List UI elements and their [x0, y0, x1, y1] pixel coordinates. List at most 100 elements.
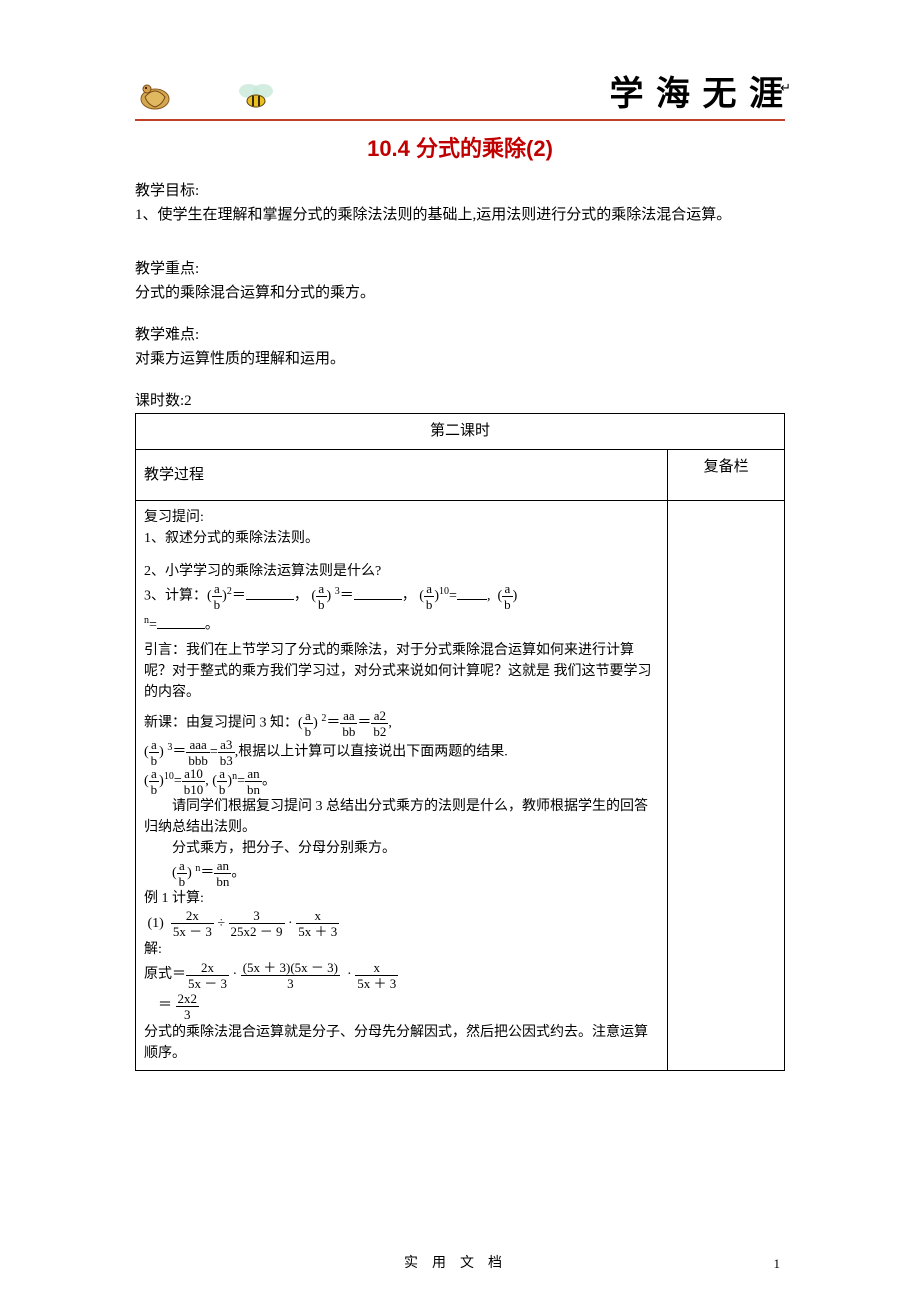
frac-num: a — [217, 767, 228, 782]
bee-icon — [235, 77, 277, 113]
frac-den: 25x2 － 9 — [229, 924, 285, 938]
frac-s1-1: 2x5x － 3 — [186, 961, 229, 990]
frac-den: b10 — [182, 782, 206, 796]
dot-sign: · — [347, 967, 352, 982]
header: 学 海 无 涯 ↵ — [135, 60, 785, 115]
frac-s1-3: x5x ＋ 3 — [355, 961, 398, 990]
frac-num: a — [316, 582, 327, 597]
solve-label: 解: — [144, 939, 659, 960]
frac-num: a — [502, 582, 513, 597]
remark-label-cell: 复备栏 — [668, 449, 785, 501]
table-row: 第二课时 — [136, 414, 785, 450]
frac-den: bbb — [186, 753, 210, 767]
frac-den: 5x － 3 — [186, 976, 229, 990]
frac-result: 2x23 — [176, 992, 200, 1021]
frac-num: a — [149, 767, 160, 782]
review-item-3: 3、计算：(ab)2＝， (ab) 3＝， (ab)10=, (ab) n=。 — [144, 582, 659, 640]
keypoint-text: 分式的乘除混合运算和分式的乘方。 — [135, 281, 785, 305]
sup-n: n — [232, 771, 237, 782]
frac-ab: ab — [502, 582, 513, 611]
paren: ) — [313, 715, 318, 730]
sup-10: 10 — [164, 771, 174, 782]
example-label: 例 1 计算: — [144, 888, 659, 909]
frac-den: b — [217, 782, 228, 796]
frac-num: (5x ＋ 3)(5x － 3) — [241, 961, 340, 976]
frac-s1-2: (5x ＋ 3)(5x － 3)3 — [241, 961, 340, 990]
dot-sign: · — [233, 967, 238, 982]
frac-ab: ab — [149, 767, 160, 796]
page: 学 海 无 涯 ↵ 10.4 分式的乘除(2) 教学目标: 1、使学生在理解和掌… — [0, 0, 920, 1302]
keypoint-block: 教学重点: 分式的乘除混合运算和分式的乘方。 — [135, 257, 785, 305]
eq: ＝ — [172, 744, 186, 759]
goals-label: 教学目标: — [135, 179, 785, 203]
header-calligraphy: 学 海 无 涯 — [610, 66, 786, 115]
lesson-table: 第二课时 教学过程 复备栏 复习提问: 1、叙述分式的乘除法法则。 2、小学学习… — [135, 413, 785, 1071]
frac-num: a — [303, 709, 314, 724]
frac-den: bb — [340, 724, 357, 738]
difficulty-label: 教学难点: — [135, 323, 785, 347]
remark-cell — [668, 501, 785, 1071]
blank — [354, 586, 402, 600]
frac-num: aaa — [186, 738, 210, 753]
solve-step-1: 原式＝2x5x － 3 · (5x ＋ 3)(5x － 3)3 · x5x ＋ … — [144, 960, 659, 991]
frac-den: b — [316, 597, 327, 611]
ex1-prefix: (1) — [148, 916, 164, 931]
frac-num: a — [424, 582, 435, 597]
frac-ab: ab — [424, 582, 435, 611]
frac-den: b — [149, 782, 160, 796]
blank — [157, 615, 205, 629]
comma: ， — [402, 589, 416, 604]
frac-aa-bb: aabb — [340, 709, 357, 738]
frac-den: b — [177, 874, 188, 888]
frac-num: a — [149, 738, 160, 753]
frac-den: b2 — [371, 724, 388, 738]
frac-num: a3 — [218, 738, 235, 753]
eq: ＝ — [232, 589, 246, 604]
frac-num: aa — [340, 709, 357, 724]
deriv2-suffix: ,根据以上计算可以直接说出下面两题的结果. — [235, 744, 508, 759]
eq: ＝ — [340, 589, 354, 604]
doc-title: 10.4 分式的乘除(2) — [135, 131, 785, 163]
frac-e1-2: 325x2 － 9 — [229, 909, 285, 938]
frac-den: b — [303, 724, 314, 738]
frac-num: an — [214, 859, 231, 874]
frac-num: a10 — [182, 767, 206, 782]
header-left — [135, 75, 277, 115]
frac-ab: ab — [149, 738, 160, 767]
frac-a10-b10: a10b10 — [182, 767, 206, 796]
frac-an-bn: anbn — [214, 859, 231, 888]
r3-prefix: 3、计算：( — [144, 589, 212, 604]
period: 。 — [231, 865, 245, 880]
rule-formula: (ab) n＝anbn。 — [172, 859, 659, 888]
footer-text: 实用文档 — [404, 1256, 516, 1271]
frac-aaa-bbb: aaabbb — [186, 738, 210, 767]
process-label-cell: 教学过程 — [136, 449, 668, 501]
frac-den: 3 — [176, 1007, 200, 1021]
deriv-line-2: (ab) 3＝aaabbb=a3b3,根据以上计算可以直接说出下面两题的结果. — [144, 738, 659, 767]
review-item-1: 1、叙述分式的乘除法法则。 — [144, 528, 659, 549]
frac-den: 5x ＋ 3 — [296, 924, 339, 938]
frac-num: x — [355, 961, 398, 976]
frac-a3-b3: a3b3 — [218, 738, 235, 767]
sup-10: 10 — [439, 586, 449, 597]
dot-sign: · — [288, 916, 293, 931]
frac-num: 2x — [186, 961, 229, 976]
page-number: 1 — [774, 1256, 781, 1272]
table-row: 复习提问: 1、叙述分式的乘除法法则。 2、小学学习的乘除法运算法则是什么? 3… — [136, 501, 785, 1071]
nl-prefix: 新课：由复习提问 3 知：( — [144, 715, 303, 730]
frac-an-bn: anbn — [245, 767, 262, 796]
eq: ＝ — [158, 998, 172, 1013]
divide-sign: ÷ — [217, 916, 225, 931]
frac-a2-b2: a2b2 — [371, 709, 388, 738]
eq: ＝ — [357, 715, 371, 730]
frac-den: bn — [245, 782, 262, 796]
conclusion: 分式的乘除法混合运算就是分子、分母先分解因式，然后把公因式约去。注意运算顺序。 — [144, 1022, 659, 1064]
deriv-line-3: (ab)10=a10b10, (ab)n=anbn。 — [144, 767, 659, 796]
orig-eq: 原式＝ — [144, 967, 186, 982]
solve-result: ＝ 2x23 — [158, 991, 659, 1022]
keypoint-label: 教学重点: — [135, 257, 785, 281]
frac-num: a — [177, 859, 188, 874]
example-1: (1) 2x5x － 3 ÷ 325x2 － 9 · x5x ＋ 3 — [144, 909, 659, 940]
frac-e1-3: x5x ＋ 3 — [296, 909, 339, 938]
period: 。 — [205, 618, 219, 633]
